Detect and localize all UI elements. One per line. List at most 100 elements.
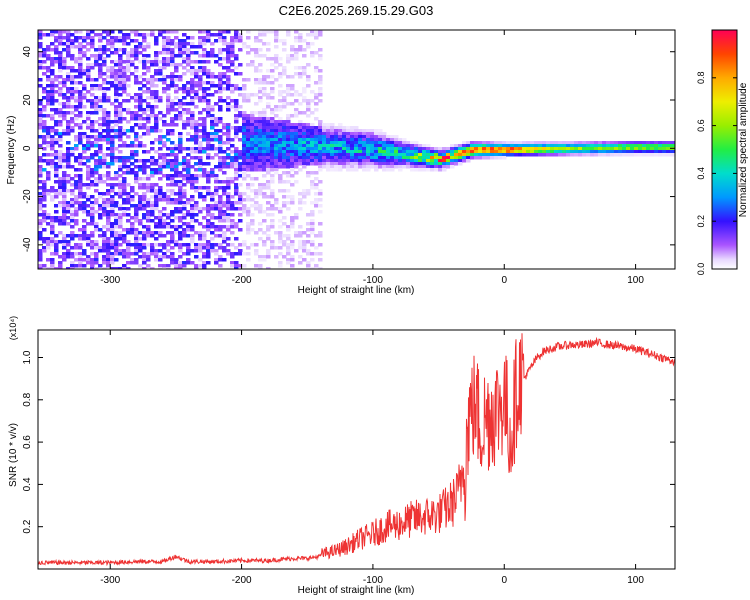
heatmap-cell bbox=[78, 102, 83, 106]
heatmap-cell bbox=[286, 174, 291, 178]
heatmap-cell bbox=[522, 153, 527, 157]
heatmap-cell bbox=[158, 72, 163, 76]
heatmap-cell bbox=[334, 165, 339, 169]
heatmap-cell bbox=[110, 183, 115, 187]
heatmap-cell bbox=[178, 189, 183, 193]
heatmap-cell bbox=[278, 159, 283, 163]
heatmap-cell bbox=[106, 96, 111, 100]
heatmap-cell bbox=[366, 144, 371, 148]
heatmap-cell bbox=[214, 174, 219, 178]
heatmap-cell bbox=[42, 180, 47, 184]
heatmap-cell bbox=[238, 168, 243, 172]
heatmap-cell bbox=[242, 147, 247, 151]
heatmap-cell bbox=[74, 186, 79, 190]
heatmap-cell bbox=[266, 165, 271, 169]
heatmap-cell bbox=[158, 138, 163, 142]
heatmap-cell bbox=[78, 63, 83, 67]
heatmap-cell bbox=[506, 153, 511, 157]
heatmap-cell bbox=[142, 39, 147, 43]
heatmap-cell bbox=[362, 153, 367, 157]
heatmap-cell bbox=[418, 150, 423, 154]
heatmap-cell bbox=[162, 135, 167, 139]
heatmap-cell bbox=[238, 138, 243, 142]
heatmap-cell bbox=[238, 153, 243, 157]
heatmap-cell bbox=[518, 153, 523, 157]
heatmap-cell bbox=[98, 99, 103, 103]
heatmap-cell bbox=[138, 246, 143, 250]
heatmap-cell bbox=[58, 156, 63, 160]
heatmap-cell bbox=[170, 183, 175, 187]
heatmap-cell bbox=[282, 96, 287, 100]
heatmap-cell bbox=[38, 111, 43, 115]
heatmap-cell bbox=[286, 135, 291, 139]
heatmap-cell bbox=[318, 153, 323, 157]
heatmap-cell bbox=[358, 129, 363, 133]
heatmap-cell bbox=[58, 264, 63, 268]
heatmap-cell bbox=[310, 180, 315, 184]
heatmap-cell bbox=[498, 144, 503, 148]
heatmap-cell bbox=[146, 225, 151, 229]
heatmap-cell bbox=[126, 54, 131, 58]
heatmap-cell bbox=[186, 111, 191, 115]
heatmap-cell bbox=[410, 153, 415, 157]
heatmap-cell bbox=[74, 168, 79, 172]
heatmap-cell bbox=[186, 177, 191, 181]
snr-x-tick-label: -200 bbox=[232, 575, 252, 586]
heatmap-cell bbox=[66, 102, 71, 106]
heatmap-cell bbox=[122, 165, 127, 169]
heatmap-cell bbox=[38, 186, 43, 190]
heatmap-cell bbox=[318, 99, 323, 103]
heatmap-cell bbox=[362, 132, 367, 136]
heatmap-cell bbox=[182, 126, 187, 130]
heatmap-cell bbox=[146, 60, 151, 64]
heatmap-cell bbox=[170, 141, 175, 145]
heatmap-cell bbox=[74, 99, 79, 103]
heatmap-cell bbox=[342, 156, 347, 160]
heatmap-cell bbox=[542, 144, 547, 148]
heatmap-cell bbox=[114, 240, 119, 244]
heatmap-cell bbox=[238, 243, 243, 247]
heatmap-cell bbox=[254, 36, 259, 40]
heatmap-cell bbox=[114, 258, 119, 262]
heatmap-cell bbox=[230, 225, 235, 229]
heatmap-cell bbox=[622, 153, 627, 157]
heatmap-cell bbox=[82, 105, 87, 109]
heatmap-cell bbox=[82, 231, 87, 235]
heatmap-cell bbox=[398, 138, 403, 142]
heatmap-cell bbox=[46, 129, 51, 133]
heatmap-cell bbox=[118, 204, 123, 208]
heatmap-cell bbox=[78, 90, 83, 94]
heatmap-cell bbox=[302, 138, 307, 142]
heatmap-cell bbox=[118, 267, 123, 269]
heatmap-cell bbox=[90, 180, 95, 184]
heatmap-cell bbox=[170, 198, 175, 202]
heatmap-cell bbox=[398, 153, 403, 157]
heatmap-cell bbox=[138, 165, 143, 169]
heatmap-cell bbox=[202, 171, 207, 175]
heatmap-cell bbox=[278, 99, 283, 103]
heatmap-cell bbox=[318, 243, 323, 247]
heatmap-cell bbox=[378, 138, 383, 142]
heatmap-cell bbox=[62, 42, 67, 46]
heatmap-cell bbox=[138, 33, 143, 37]
heatmap-cell bbox=[166, 87, 171, 91]
heatmap-cell bbox=[362, 150, 367, 154]
heatmap-cell bbox=[262, 183, 267, 187]
heatmap-cell bbox=[182, 192, 187, 196]
heatmap-cell bbox=[98, 54, 103, 58]
heatmap-cell bbox=[402, 150, 407, 154]
heatmap-cell bbox=[302, 132, 307, 136]
heatmap-cell bbox=[302, 69, 307, 73]
heatmap-cell bbox=[602, 150, 607, 154]
heatmap-cell bbox=[278, 225, 283, 229]
heatmap-cell bbox=[350, 168, 355, 172]
heatmap-cell bbox=[438, 156, 443, 160]
heatmap-cell bbox=[114, 183, 119, 187]
heatmap-cell bbox=[282, 216, 287, 220]
heatmap-cell bbox=[258, 114, 263, 118]
heatmap-cell bbox=[162, 51, 167, 55]
heatmap-cell bbox=[102, 135, 107, 139]
heatmap-cell bbox=[82, 69, 87, 73]
heatmap-cell bbox=[310, 90, 315, 94]
heatmap-cell bbox=[274, 153, 279, 157]
